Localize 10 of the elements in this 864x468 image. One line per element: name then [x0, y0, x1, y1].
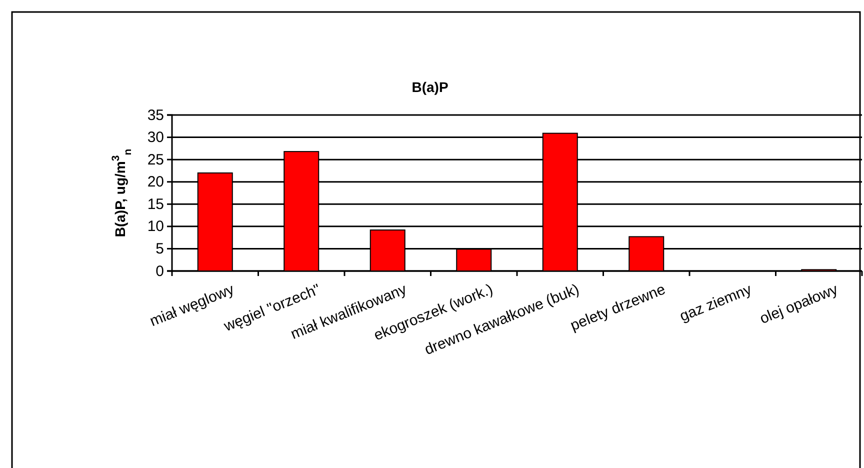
y-tick-label: 25 [147, 151, 164, 168]
chart-title: B(a)P [412, 79, 448, 95]
y-tick-label: 10 [147, 218, 164, 236]
y-tick-label: 5 [156, 240, 164, 258]
y-tick-label: 35 [147, 106, 164, 124]
y-tick-label: 15 [147, 196, 164, 213]
y-tick-label: 0 [156, 262, 164, 280]
y-tick-label: 20 [147, 174, 164, 191]
x-tick-label: gaz ziemny [677, 280, 755, 326]
y-tick-label: 30 [147, 129, 164, 146]
